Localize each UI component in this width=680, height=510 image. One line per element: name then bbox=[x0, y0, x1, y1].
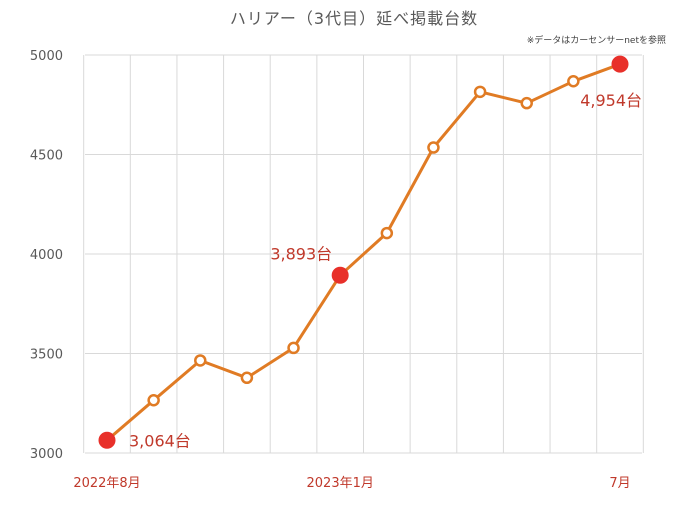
data-points bbox=[98, 55, 629, 449]
data-annotations: 3,064台 3,893台 4,954台 bbox=[129, 91, 642, 450]
highlight-point bbox=[331, 266, 349, 284]
data-point bbox=[380, 226, 394, 240]
data-label: 3,064台 bbox=[129, 431, 191, 450]
data-point bbox=[287, 341, 300, 355]
chart-title: ハリアー（3代目）延べ掲載台数 bbox=[230, 9, 478, 28]
data-point bbox=[240, 371, 254, 385]
series-line bbox=[105, 62, 622, 442]
y-axis: 5000 4500 4000 3500 3000 bbox=[30, 49, 63, 462]
data-point bbox=[567, 75, 580, 88]
data-label: 4,954台 bbox=[580, 91, 642, 110]
y-tick-label: 3000 bbox=[30, 447, 63, 462]
x-tick-label: 2023年1月 bbox=[307, 476, 374, 491]
data-label: 3,893台 bbox=[270, 244, 332, 263]
data-point bbox=[520, 96, 533, 110]
data-point bbox=[473, 85, 487, 99]
y-tick-label: 4500 bbox=[30, 149, 63, 164]
y-tick-label: 5000 bbox=[30, 49, 63, 64]
data-point bbox=[194, 354, 207, 367]
y-tick-label: 4000 bbox=[30, 248, 63, 263]
x-tick-label: 7月 bbox=[609, 476, 630, 491]
grid-lines bbox=[83, 54, 644, 454]
x-axis: 2022年8月 2023年1月 7月 bbox=[73, 476, 630, 491]
data-point bbox=[147, 394, 160, 407]
x-tick-label: 2022年8月 bbox=[73, 476, 140, 491]
highlight-point bbox=[611, 55, 629, 73]
source-note: ※データはカーセンサーnetを参照 bbox=[527, 34, 666, 46]
data-point bbox=[427, 141, 440, 154]
y-tick-label: 3500 bbox=[30, 348, 63, 363]
highlight-point bbox=[98, 431, 116, 449]
